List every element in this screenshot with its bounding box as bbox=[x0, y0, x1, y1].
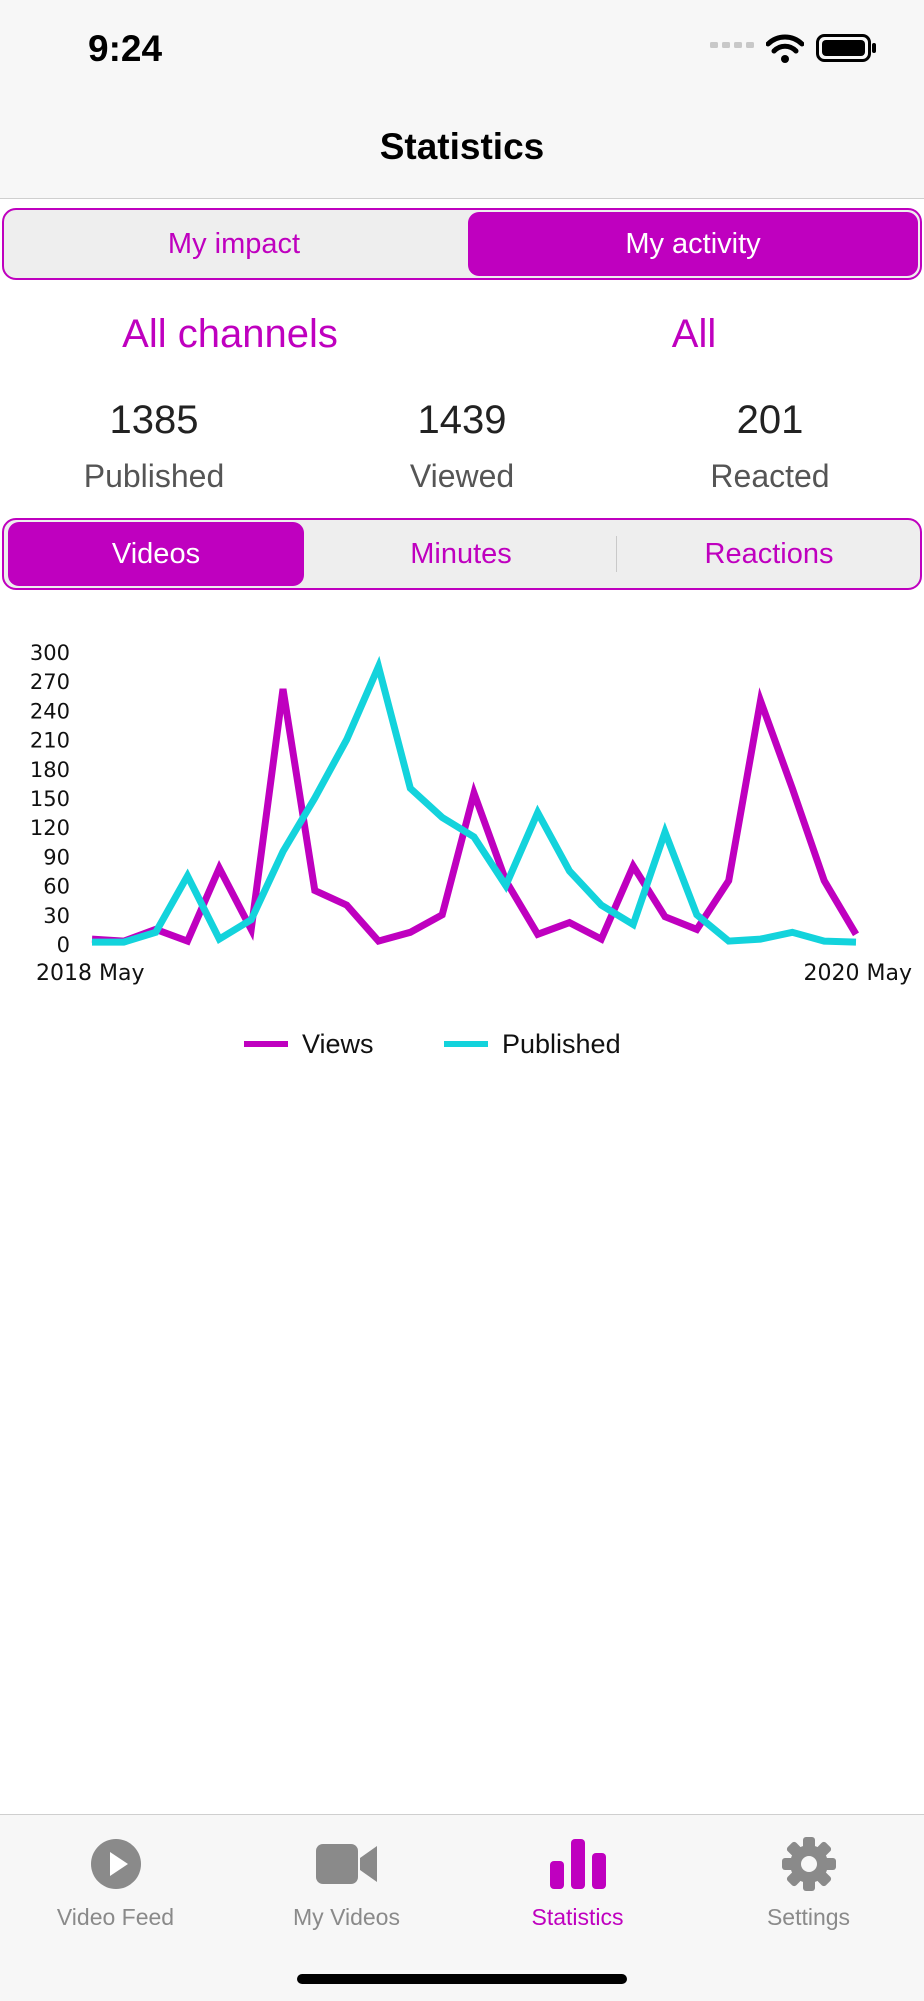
legend-published: Published bbox=[444, 1024, 621, 1064]
tab-my-activity[interactable]: My activity bbox=[468, 212, 918, 276]
y-tick-label: 270 bbox=[30, 670, 70, 694]
tab-video-feed[interactable]: Video Feed bbox=[0, 1828, 231, 1948]
y-tick-label: 60 bbox=[43, 875, 70, 899]
statistics-line-chart: 0 30 60 90 120 150 180 210 240 270 300 2018 May 2020… bbox=[30, 641, 912, 986]
tab-my-videos-label: My Videos bbox=[293, 1904, 400, 1930]
legend-views: Views bbox=[244, 1024, 374, 1064]
y-tick-label: 150 bbox=[30, 787, 70, 811]
x-tick-label: 2020 May bbox=[804, 961, 912, 986]
bar-chart-icon bbox=[549, 1839, 606, 1889]
page-title: Statistics bbox=[379, 126, 545, 167]
metric-segment: Videos Minutes Reactions bbox=[2, 518, 922, 590]
tab-videos[interactable]: Videos bbox=[8, 522, 304, 586]
tab-reactions[interactable]: Reactions bbox=[704, 537, 834, 570]
tab-my-videos[interactable]: My Videos bbox=[231, 1828, 462, 1948]
segment-divider bbox=[616, 536, 617, 572]
y-tick-label: 30 bbox=[43, 904, 70, 928]
navigation-bar bbox=[0, 100, 924, 199]
gear-icon bbox=[781, 1837, 836, 1891]
channel-filter[interactable]: All channels bbox=[122, 312, 338, 356]
battery-icon bbox=[816, 34, 876, 62]
impact-activity-segment: My impact My activity bbox=[2, 208, 922, 280]
tab-settings-label: Settings bbox=[766, 1904, 851, 1930]
published-count: 1385 bbox=[109, 398, 199, 442]
status-time: 9:24 bbox=[88, 28, 163, 69]
cellular-signal-icon bbox=[710, 42, 754, 48]
tab-statistics-label: Statistics bbox=[531, 1904, 624, 1930]
x-tick-label: 2018 May bbox=[36, 961, 144, 986]
y-tick-label: 0 bbox=[57, 933, 70, 957]
viewed-count: 1439 bbox=[417, 398, 507, 442]
home-indicator bbox=[297, 1974, 627, 1984]
views-swatch bbox=[244, 1041, 288, 1047]
y-tick-label: 180 bbox=[30, 758, 70, 782]
tab-statistics[interactable]: Statistics bbox=[462, 1828, 693, 1948]
type-filter[interactable]: All bbox=[671, 312, 717, 356]
series-line-views bbox=[91, 687, 860, 946]
published-swatch bbox=[444, 1041, 488, 1047]
reacted-count: 201 bbox=[736, 398, 804, 442]
tab-video-feed-label: Video Feed bbox=[56, 1904, 175, 1930]
legend-published-label: Published bbox=[502, 1028, 621, 1059]
tab-minutes[interactable]: Minutes bbox=[410, 537, 512, 570]
tab-bar bbox=[0, 1814, 924, 2001]
reacted-label: Reacted bbox=[710, 458, 830, 494]
wifi-icon bbox=[766, 34, 804, 63]
tab-settings[interactable]: Settings bbox=[693, 1828, 924, 1948]
y-tick-label: 90 bbox=[43, 845, 70, 869]
y-tick-label: 240 bbox=[30, 699, 70, 723]
series-line-published bbox=[92, 655, 857, 946]
status-bar bbox=[0, 0, 924, 100]
tab-my-impact[interactable]: My impact bbox=[167, 227, 301, 260]
viewed-label: Viewed bbox=[409, 458, 515, 494]
y-tick-label: 300 bbox=[30, 641, 70, 665]
y-tick-label: 120 bbox=[30, 816, 70, 840]
published-label: Published bbox=[83, 458, 225, 494]
play-circle-icon bbox=[90, 1839, 141, 1889]
video-camera-icon bbox=[315, 1844, 377, 1884]
legend-views-label: Views bbox=[302, 1028, 374, 1059]
y-tick-label: 210 bbox=[30, 729, 70, 753]
